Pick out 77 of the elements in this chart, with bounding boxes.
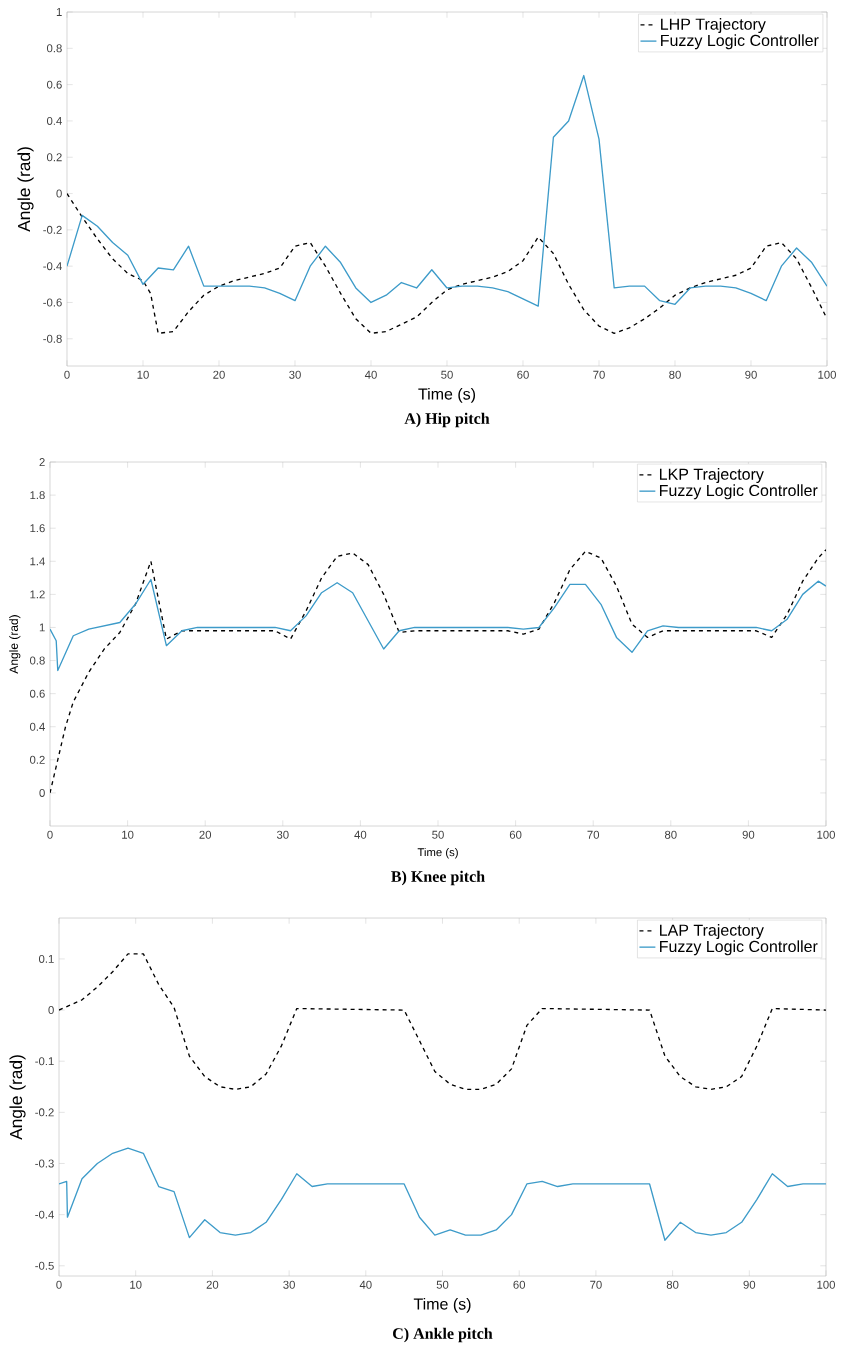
- x-tick-label: 30: [283, 1280, 295, 1289]
- x-tick-label: 20: [199, 830, 212, 839]
- y-tick-label: -0.6: [43, 298, 62, 307]
- x-tick-label: 20: [206, 1280, 219, 1289]
- line-series: [50, 578, 827, 672]
- y-axis-title: Angle (rad): [9, 615, 21, 674]
- y-tick-label: 0.8: [30, 656, 45, 665]
- x-tick-label: 30: [276, 830, 289, 839]
- x-tick-label: 70: [593, 370, 605, 379]
- y-axis-title: Angle (rad): [17, 147, 34, 232]
- y-tick-label: -0.4: [43, 262, 63, 271]
- text: C) Ankle pitch: [393, 1327, 493, 1343]
- x-tick-label: 10: [137, 370, 149, 379]
- x-tick-label: 100: [818, 370, 837, 379]
- y-tick-label: -0.4: [35, 1210, 55, 1219]
- legend-label: Fuzzy Logic Controller: [660, 940, 818, 956]
- y-tick-label: 1.4: [30, 557, 46, 566]
- x-tick-label: 50: [436, 1280, 449, 1289]
- y-tick-label: 1: [39, 623, 45, 632]
- y-tick-label: -0.2: [43, 225, 62, 234]
- y-tick-label: 1.6: [30, 524, 45, 533]
- x-tick-label: 10: [130, 1280, 142, 1289]
- y-tick-label: 1.2: [30, 590, 45, 599]
- y-tick-label: 0: [56, 189, 62, 198]
- x-tick-label: 60: [517, 370, 529, 379]
- y-tick-label: -0.3: [35, 1159, 54, 1168]
- y-tick-label: 0.6: [47, 80, 62, 89]
- x-tick-label: 40: [364, 370, 377, 379]
- y-axis-title: Angle (rad): [9, 1055, 26, 1140]
- x-tick-label: 50: [432, 830, 444, 839]
- legend-label: Fuzzy Logic Controller: [661, 34, 819, 50]
- x-tick-label: 30: [289, 370, 301, 379]
- y-tick-label: -0.1: [35, 1057, 54, 1066]
- y-tick-label: 1.8: [30, 491, 45, 500]
- y-tick-label: 0.4: [47, 116, 63, 125]
- legend-label: LKP Trajectory: [660, 468, 764, 484]
- legend-label: LHP Trajectory: [661, 18, 766, 33]
- x-tick-label: 20: [213, 370, 225, 379]
- text: B) Knee pitch: [391, 870, 485, 886]
- x-tick-label: 100: [817, 1280, 836, 1289]
- x-tick-label: 90: [742, 830, 755, 839]
- y-tick-label: 0.4: [30, 722, 46, 731]
- legend-label: Fuzzy Logic Controller: [660, 484, 818, 500]
- y-tick-label: -0.5: [35, 1261, 54, 1270]
- y-tick-label: 0.1: [39, 954, 54, 963]
- x-tick-label: 90: [743, 1280, 756, 1289]
- x-tick-label: 80: [669, 370, 681, 379]
- legend-label: LAP Trajectory: [660, 924, 764, 939]
- x-tick-label: 40: [354, 830, 367, 839]
- x-axis-title: Time (s): [417, 847, 458, 859]
- x-tick-label: 50: [441, 370, 453, 379]
- y-tick-label: 0.6: [30, 689, 45, 698]
- y-tick-label: 1: [56, 8, 62, 16]
- x-tick-label: 100: [817, 830, 836, 839]
- text: A) Hip pitch: [404, 412, 490, 428]
- x-tick-label: 40: [359, 1280, 372, 1289]
- y-tick-label: 0.8: [47, 44, 62, 53]
- x-tick-label: 90: [745, 370, 757, 379]
- x-tick-label: 70: [590, 1280, 602, 1289]
- y-tick-label: -0.2: [35, 1108, 54, 1117]
- y-tick-label: 0.2: [30, 755, 45, 764]
- y-tick-label: 0: [48, 1006, 54, 1015]
- line-series: [67, 192, 828, 335]
- y-tick-label: 0: [39, 788, 45, 797]
- line-series: [59, 1147, 827, 1241]
- x-axis-title: Time (s): [413, 1297, 471, 1313]
- x-tick-label: 80: [666, 1280, 679, 1289]
- y-tick-label: -0.8: [43, 334, 62, 343]
- x-axis-title: Time (s): [418, 387, 476, 403]
- y-tick-label: 0.2: [47, 153, 62, 162]
- x-tick-label: 70: [587, 830, 600, 839]
- x-tick-label: 80: [665, 830, 677, 839]
- x-tick-label: 0: [64, 370, 70, 379]
- y-tick-label: 2: [39, 458, 45, 466]
- x-tick-label: 60: [513, 1280, 526, 1289]
- x-tick-label: 60: [509, 830, 522, 839]
- x-tick-label: 10: [122, 830, 134, 839]
